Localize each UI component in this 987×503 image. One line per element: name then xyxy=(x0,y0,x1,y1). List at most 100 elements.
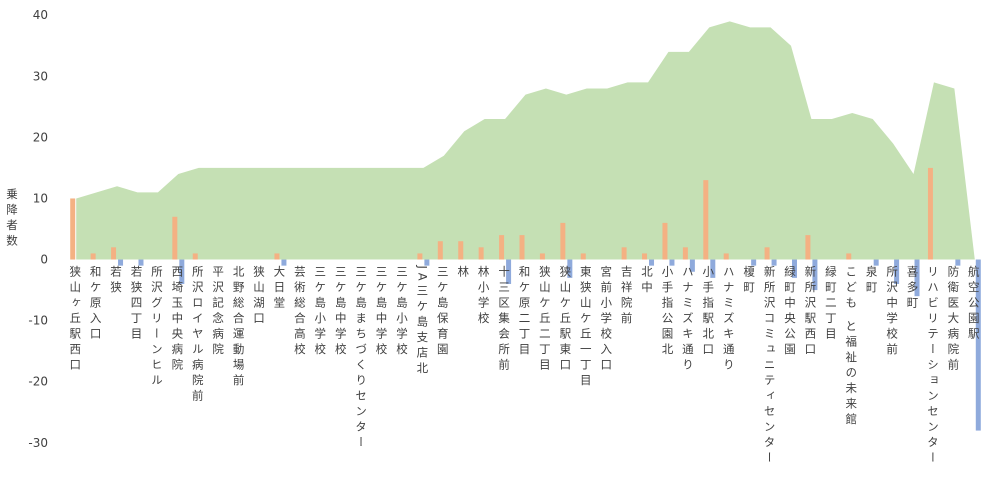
bar xyxy=(111,247,117,260)
x-tick-label: ハナミズキ通り xyxy=(681,266,695,375)
bar xyxy=(424,259,430,266)
bar xyxy=(580,253,586,260)
bar xyxy=(274,253,280,260)
bar xyxy=(70,198,76,260)
bar xyxy=(417,253,423,260)
x-tick-label: 北中 xyxy=(640,266,654,297)
x-tick-label: 三ケ島中学校 xyxy=(334,266,348,359)
bar xyxy=(662,222,668,260)
bar xyxy=(812,259,818,291)
bar xyxy=(805,235,811,260)
bar xyxy=(764,247,770,260)
x-tick-label: 狭山ヶ丘駅西口 xyxy=(68,266,82,375)
x-tick-label: 若狭四丁目 xyxy=(129,266,143,344)
x-tick-label: 狭山湖口 xyxy=(252,266,266,328)
x-tick-label: 三ケ島小学校 xyxy=(313,266,327,359)
x-tick-label: 新所沢駅西口 xyxy=(803,265,817,359)
x-tick-label: 航空公園駅 xyxy=(967,265,981,343)
bar xyxy=(703,180,709,260)
bar xyxy=(539,253,545,260)
x-tick-label: リハビリテーションセンター xyxy=(926,266,940,468)
bar xyxy=(560,222,566,260)
x-tick-label: 大日堂 xyxy=(272,265,286,312)
x-tick-label: 三ケ島まちづくりセンター xyxy=(354,266,368,452)
y-tick-label: -30 xyxy=(28,436,48,450)
x-tick-label: 西埼玉中央病院 xyxy=(170,266,184,375)
y-tick-label: -20 xyxy=(28,375,48,389)
bar xyxy=(975,259,981,431)
x-tick-label: ハナミズキ通り xyxy=(722,266,736,375)
x-tick-label: 小手指駅北口 xyxy=(701,266,715,359)
x-tick-label: 三ケ島小学校 xyxy=(395,266,409,359)
bar xyxy=(927,167,933,260)
x-tick-label: 三ケ島中学校 xyxy=(375,266,389,359)
x-tick-label: 緑町二丁目 xyxy=(824,265,838,343)
x-tick-label: 所沢ロイヤル病院前 xyxy=(191,266,205,406)
x-tick-label: 防衛医大病院前 xyxy=(946,265,960,374)
bar xyxy=(914,259,920,297)
bar xyxy=(478,247,484,260)
bar xyxy=(192,253,198,260)
x-tick-label: 泉町 xyxy=(865,265,879,297)
y-tick-label: 0 xyxy=(40,253,48,267)
bar xyxy=(710,259,716,278)
y-tick-label: 30 xyxy=(33,69,48,83)
x-tick-label: 榎町 xyxy=(742,265,756,297)
x-tick-label: 東狭山ケ丘一丁目 xyxy=(579,266,593,390)
x-tick-label: 北野総合運動場前 xyxy=(232,266,246,390)
x-tick-label: 芸術総合高校 xyxy=(293,266,307,359)
bar xyxy=(118,259,124,266)
bar xyxy=(458,241,464,260)
x-tick-label: 吉祥院前 xyxy=(620,266,634,328)
bar xyxy=(499,235,505,260)
x-tick-label: 小手指公園北 xyxy=(660,266,674,359)
x-tick-label: 和ケ原二丁目 xyxy=(518,266,532,359)
bar xyxy=(642,253,648,260)
bar xyxy=(649,259,655,266)
bar xyxy=(437,241,443,260)
bar xyxy=(90,253,96,260)
x-tick-label: 狭山ケ丘駅東口 xyxy=(558,266,572,375)
y-tick-label: -10 xyxy=(28,314,48,328)
bar xyxy=(621,247,627,260)
x-tick-label: 三ケ島保育園 xyxy=(436,266,450,359)
x-tick-label: 若狭 xyxy=(109,266,123,297)
bar xyxy=(955,259,961,266)
bar xyxy=(723,253,729,260)
bar xyxy=(669,259,675,266)
bar xyxy=(873,259,879,266)
bar xyxy=(846,253,852,260)
x-tick-label: 和ケ原入口 xyxy=(89,266,103,344)
x-tick-label: 所沢グリーンヒル xyxy=(150,266,164,390)
y-axis-label: 乗降者数 xyxy=(5,188,19,250)
x-tick-label: JA三ケ島支店北 xyxy=(415,265,429,378)
bar xyxy=(567,259,573,278)
bar xyxy=(682,247,688,260)
bar xyxy=(894,259,900,284)
bar xyxy=(179,259,185,284)
bar xyxy=(689,259,695,272)
bar xyxy=(281,259,287,266)
bar xyxy=(791,259,797,278)
x-tick-label: 狭山ケ丘二丁目 xyxy=(538,266,552,375)
bar xyxy=(506,259,512,284)
x-tick-label: 林 xyxy=(456,265,470,281)
bar xyxy=(138,259,144,266)
bar xyxy=(771,259,777,266)
x-tick-label: 喜多町 xyxy=(906,266,920,313)
y-tick-label: 10 xyxy=(33,191,48,205)
area xyxy=(76,21,975,260)
x-tick-label: 緑町中央公園 xyxy=(783,265,797,359)
x-tick-label: 新所沢コミュニティセンター xyxy=(763,265,777,467)
x-tick-label: こども と福祉の未来館 xyxy=(844,266,858,429)
y-tick-label: 40 xyxy=(33,8,48,22)
x-tick-label: 宮前小学校入口 xyxy=(599,265,613,374)
x-tick-label: 所沢中学校前 xyxy=(885,266,899,359)
x-tick-label: 平沢記念病院 xyxy=(211,266,225,359)
x-tick-label: 林小学校 xyxy=(477,265,491,328)
y-tick-label: 20 xyxy=(33,130,48,144)
bar xyxy=(751,259,757,266)
bar xyxy=(519,235,525,260)
bar xyxy=(172,216,178,260)
